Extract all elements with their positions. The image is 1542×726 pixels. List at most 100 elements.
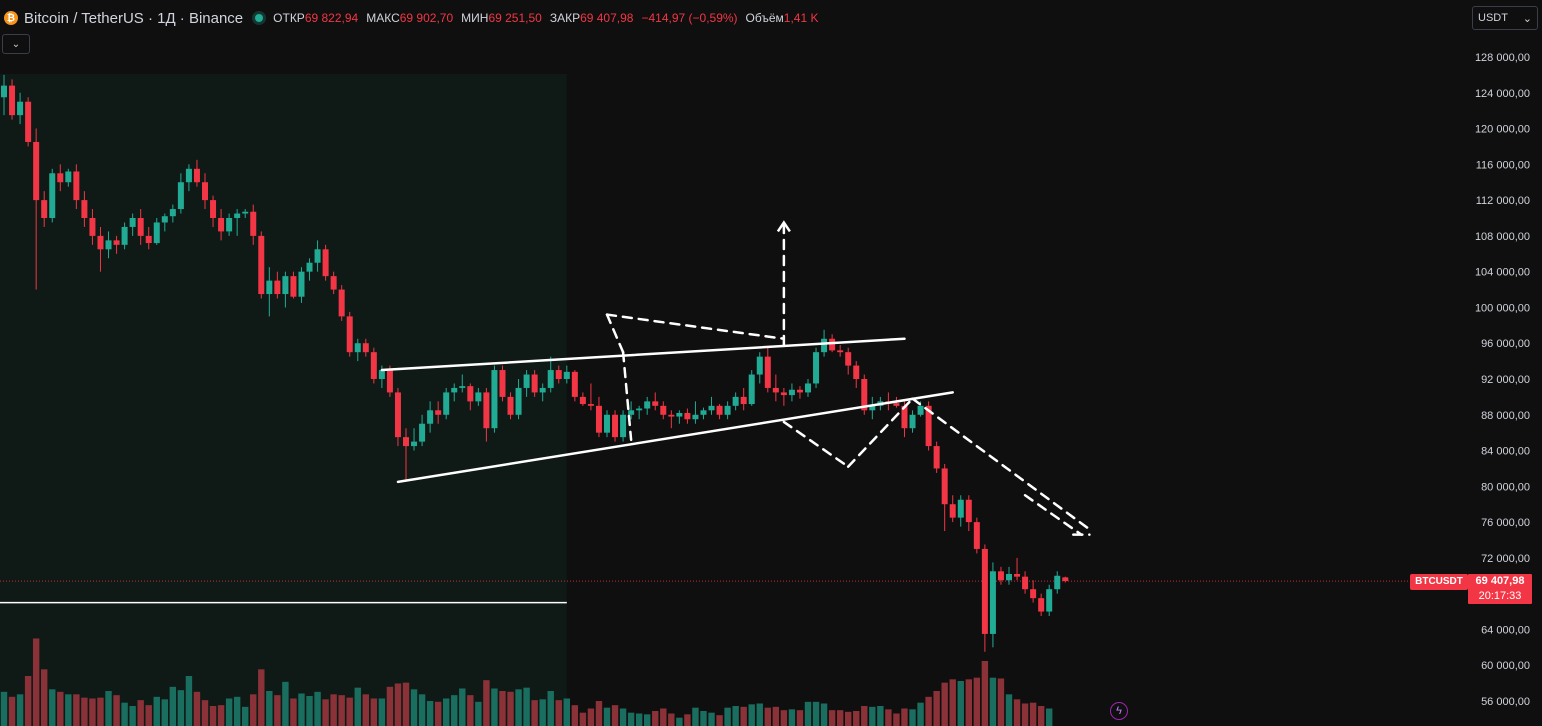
volume-bar (0, 691, 8, 726)
volume-bar (16, 694, 24, 726)
volume-bar (1005, 694, 1013, 726)
change-value: −414,97 (−0,59%) (641, 11, 738, 25)
candle-body (917, 405, 924, 415)
candle-body (957, 499, 964, 518)
volume-bar (153, 696, 160, 726)
candle-body (981, 548, 988, 634)
candle-body (322, 249, 329, 277)
candle-body (595, 405, 602, 433)
pattern-line (380, 337, 906, 372)
price-axis-tick-label: 56 000,00 (1481, 696, 1530, 708)
low-value: 69 251,50 (488, 11, 542, 25)
volume-bar (603, 707, 611, 726)
candle-body (772, 387, 779, 393)
candle-body (475, 392, 482, 402)
volume-bar (378, 698, 386, 726)
volume-bar (885, 709, 892, 726)
pattern-line (605, 313, 786, 340)
candle-body (354, 343, 361, 353)
candle-body (145, 235, 152, 244)
candle-body (869, 405, 876, 411)
price-axis-tick-label: 76 000,00 (1481, 517, 1530, 529)
volume-bar (73, 694, 80, 726)
open-value: 69 822,94 (304, 11, 359, 25)
candle-body (427, 410, 434, 424)
volume-bar (161, 699, 168, 726)
candle-body (805, 383, 811, 393)
collapse-legend-button[interactable]: ⌄ (2, 34, 30, 54)
open-label: ОТКР (273, 11, 305, 25)
candle-body (411, 441, 418, 447)
candle-body (523, 374, 530, 388)
volume-bar (724, 707, 731, 726)
volume-bar (41, 669, 48, 726)
volume-bar (145, 705, 152, 726)
candle-body (218, 218, 225, 232)
candle-body (282, 276, 289, 295)
candle-body (901, 405, 908, 429)
volume-bar (772, 706, 780, 726)
volume-bar (804, 701, 812, 726)
candle-body (668, 414, 675, 417)
candle-body (604, 414, 610, 433)
candle-body (636, 408, 643, 411)
volume-bar (201, 700, 209, 726)
price-axis-tick-label: 88 000,00 (1481, 410, 1530, 422)
candle-body (17, 101, 24, 116)
pattern-line (621, 350, 633, 442)
volume-bar (523, 687, 530, 726)
volume-bar (121, 702, 128, 726)
volume-bar (97, 697, 104, 726)
volume-bar (314, 691, 321, 726)
price-axis-tick-label: 112 000,00 (1476, 195, 1530, 207)
candle-body (73, 171, 80, 201)
candle-body (539, 387, 546, 393)
candle-body (861, 379, 868, 411)
price-axis-tick-label: 120 000,00 (1475, 124, 1530, 136)
volume-bar (274, 695, 281, 726)
candle-body (443, 392, 450, 415)
symbol-title[interactable]: Bitcoin / TetherUS · 1Д · Binance (24, 9, 244, 27)
candle-body (419, 423, 426, 442)
candle-body (829, 338, 836, 351)
volume-bar (451, 695, 458, 726)
candle-body (451, 387, 458, 393)
candle-body (1038, 598, 1045, 612)
candle-body (65, 171, 72, 183)
candle-body (483, 392, 490, 429)
price-axis-tick-label: 128 000,00 (1475, 52, 1530, 64)
volume-bar (426, 701, 434, 726)
candle-body (242, 211, 249, 214)
volume-bar (845, 711, 852, 726)
volume-bar (217, 705, 225, 726)
price-axis-tick-label: 72 000,00 (1481, 553, 1530, 565)
candle-body (571, 371, 578, 397)
candle-body (459, 386, 466, 388)
candle-body (1054, 575, 1061, 590)
candle-body (973, 522, 980, 549)
lightning-icon[interactable]: ϟ (1110, 702, 1128, 720)
volume-bar (917, 702, 924, 726)
candle-body (129, 218, 136, 227)
volume-bar (611, 705, 619, 726)
candle-body (989, 571, 996, 634)
volume-bar (708, 712, 715, 726)
volume-bar (129, 706, 136, 726)
volume-bar (652, 711, 659, 726)
volume-bar (418, 694, 426, 726)
market-status-icon (255, 14, 264, 22)
volume-bar (306, 696, 313, 726)
candle-body (258, 235, 265, 295)
volume-bar (330, 694, 337, 726)
volume-bar (185, 676, 193, 726)
currency-select[interactable]: USDT ⌄ (1472, 6, 1538, 30)
volume-bar (756, 703, 763, 726)
candle-body (33, 141, 40, 201)
candle-body (652, 401, 659, 406)
volume-bar (644, 714, 651, 726)
candle-body (965, 499, 972, 523)
candle-body (314, 249, 321, 263)
volume-bar (796, 710, 804, 726)
